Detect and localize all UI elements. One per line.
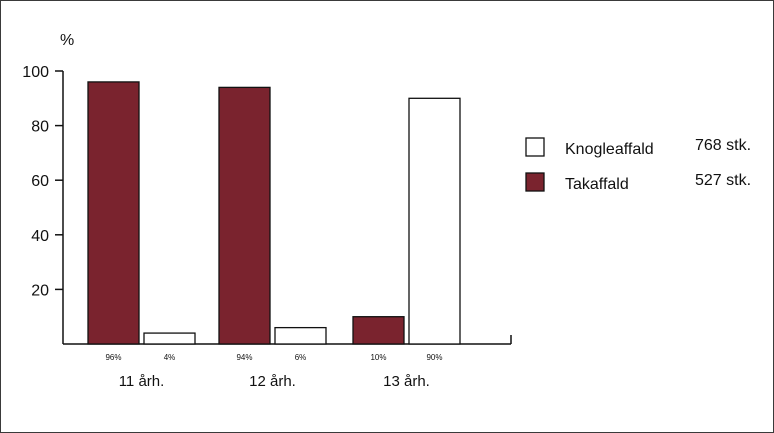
legend-swatch: [525, 137, 545, 157]
bar: [352, 316, 405, 345]
y-tick-label: 40: [31, 228, 49, 245]
bar: [218, 86, 271, 345]
y-tick-label: 20: [31, 282, 49, 299]
data-labels-group: 96% 4% 94% 6% 10% 90%: [105, 353, 442, 362]
y-axis-unit-label: %: [60, 32, 74, 49]
y-tick-label: 80: [31, 119, 49, 136]
category-labels-group: 11 årh. 12 årh. 13 årh.: [119, 373, 430, 390]
bar-value-label: 4%: [164, 353, 176, 362]
legend: Knogleaffald 768 stk. Takaffald 527 stk.: [525, 137, 751, 193]
y-axis: 20 40 60 80 100: [22, 64, 64, 344]
legend-swatch: [525, 172, 545, 192]
category-label: 11 årh.: [119, 373, 165, 390]
legend-count-label: 527 stk.: [695, 172, 751, 189]
legend-entry-label: Knogleaffald: [565, 141, 654, 158]
bar-value-label: 6%: [295, 353, 307, 362]
bar-value-label: 96%: [105, 353, 121, 362]
bar: [143, 332, 196, 345]
bar: [87, 81, 140, 345]
bar-value-label: 90%: [426, 353, 442, 362]
bar: [408, 97, 461, 345]
legend-entry-label: Takaffald: [565, 176, 629, 193]
legend-count-label: 768 stk.: [695, 137, 751, 154]
bar: [274, 326, 327, 345]
bar-value-label: 10%: [370, 353, 386, 362]
bars-group: [87, 81, 461, 345]
category-label: 12 årh.: [249, 373, 296, 390]
y-tick-label: 100: [22, 64, 49, 81]
category-label: 13 årh.: [383, 373, 430, 390]
y-tick-label: 60: [31, 173, 49, 190]
bar-value-label: 94%: [236, 353, 252, 362]
